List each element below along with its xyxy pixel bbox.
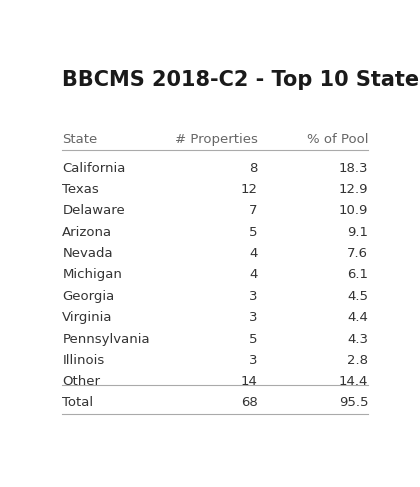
Text: 3: 3 — [249, 290, 257, 303]
Text: Total: Total — [62, 396, 93, 409]
Text: 12.9: 12.9 — [339, 183, 368, 196]
Text: 7: 7 — [249, 205, 257, 217]
Text: 14.4: 14.4 — [339, 375, 368, 388]
Text: 4: 4 — [249, 268, 257, 281]
Text: 68: 68 — [241, 396, 257, 409]
Text: 5: 5 — [249, 333, 257, 346]
Text: 4.4: 4.4 — [347, 311, 368, 324]
Text: 95.5: 95.5 — [339, 396, 368, 409]
Text: State: State — [62, 133, 97, 147]
Text: 3: 3 — [249, 354, 257, 367]
Text: 14: 14 — [241, 375, 257, 388]
Text: Pennsylvania: Pennsylvania — [62, 333, 150, 346]
Text: 4.3: 4.3 — [347, 333, 368, 346]
Text: 9.1: 9.1 — [347, 225, 368, 239]
Text: Michigan: Michigan — [62, 268, 122, 281]
Text: Delaware: Delaware — [62, 205, 125, 217]
Text: Virginia: Virginia — [62, 311, 113, 324]
Text: 12: 12 — [241, 183, 257, 196]
Text: 7.6: 7.6 — [347, 247, 368, 260]
Text: 18.3: 18.3 — [339, 162, 368, 174]
Text: Arizona: Arizona — [62, 225, 113, 239]
Text: % of Pool: % of Pool — [307, 133, 368, 147]
Text: 5: 5 — [249, 225, 257, 239]
Text: Nevada: Nevada — [62, 247, 113, 260]
Text: # Properties: # Properties — [175, 133, 257, 147]
Text: 2.8: 2.8 — [347, 354, 368, 367]
Text: 6.1: 6.1 — [347, 268, 368, 281]
Text: 4: 4 — [249, 247, 257, 260]
Text: 10.9: 10.9 — [339, 205, 368, 217]
Text: 3: 3 — [249, 311, 257, 324]
Text: Illinois: Illinois — [62, 354, 105, 367]
Text: Other: Other — [62, 375, 100, 388]
Text: BBCMS 2018-C2 - Top 10 States: BBCMS 2018-C2 - Top 10 States — [62, 70, 420, 90]
Text: California: California — [62, 162, 126, 174]
Text: 8: 8 — [249, 162, 257, 174]
Text: 4.5: 4.5 — [347, 290, 368, 303]
Text: Texas: Texas — [62, 183, 99, 196]
Text: Georgia: Georgia — [62, 290, 115, 303]
